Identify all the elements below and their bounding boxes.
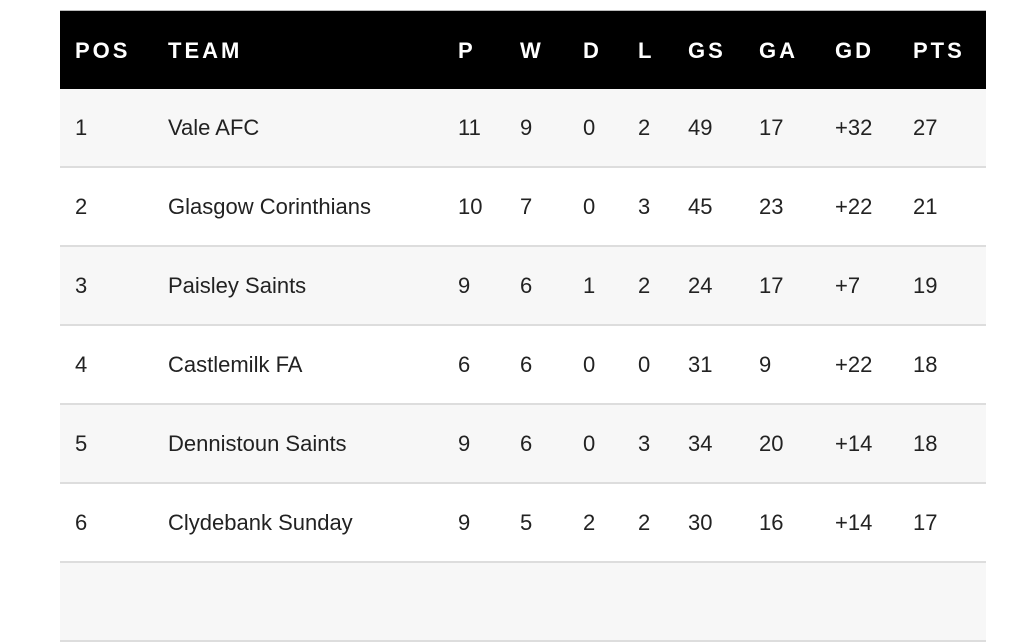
cell-w: 6 bbox=[520, 352, 533, 377]
cell-gd: +14 bbox=[835, 431, 873, 456]
table-body: 1 Vale AFC 11 9 0 2 49 17 +32 27 2 Glasgow Corinthi… bbox=[60, 89, 986, 563]
cell-gd: +14 bbox=[835, 510, 873, 535]
cell-ga: 20 bbox=[759, 431, 784, 456]
cell-d: 0 bbox=[583, 431, 596, 456]
table-row-partial bbox=[60, 563, 986, 642]
cell-w: 5 bbox=[520, 510, 533, 535]
cell-gs: 49 bbox=[688, 115, 713, 140]
cell-w: 6 bbox=[520, 273, 533, 298]
cell-l: 2 bbox=[638, 273, 651, 298]
cell-team: Clydebank Sunday bbox=[168, 510, 353, 535]
cell-team: Glasgow Corinthians bbox=[168, 194, 371, 219]
cell-gd: +7 bbox=[835, 273, 861, 298]
cell-l: 2 bbox=[638, 115, 651, 140]
cell-gd: +32 bbox=[835, 115, 873, 140]
cell-d: 2 bbox=[583, 510, 596, 535]
cell-p: 10 bbox=[458, 194, 483, 219]
column-header-ga: GA bbox=[759, 38, 798, 63]
cell-pos: 5 bbox=[75, 431, 88, 456]
cell-pos: 2 bbox=[75, 194, 88, 219]
cell-gs: 30 bbox=[688, 510, 713, 535]
cell-ga: 16 bbox=[759, 510, 784, 535]
column-header-p: P bbox=[458, 38, 476, 63]
table-header: POS TEAM P W D L GS GA GD PTS bbox=[60, 10, 986, 89]
table-row: 5 Dennistoun Saints 9 6 0 3 34 20 +14 18 bbox=[60, 405, 986, 484]
cell-team: Vale AFC bbox=[168, 115, 260, 140]
column-header-pts: PTS bbox=[913, 38, 965, 63]
cell-l: 3 bbox=[638, 194, 651, 219]
cell-l: 0 bbox=[638, 352, 651, 377]
cell-d: 1 bbox=[583, 273, 596, 298]
column-header-l: L bbox=[638, 38, 655, 63]
cell-team: Dennistoun Saints bbox=[168, 431, 347, 456]
table-row: 6 Clydebank Sunday 9 5 2 2 30 16 +14 17 bbox=[60, 484, 986, 563]
cell-l: 3 bbox=[638, 431, 651, 456]
cell-team: Castlemilk FA bbox=[168, 352, 303, 377]
cell-gs: 34 bbox=[688, 431, 713, 456]
cell-gd: +22 bbox=[835, 352, 873, 377]
table-row: 3 Paisley Saints 9 6 1 2 24 17 +7 19 bbox=[60, 247, 986, 326]
cell-p: 9 bbox=[458, 431, 471, 456]
column-header-d: D bbox=[583, 38, 602, 63]
cell-gs: 24 bbox=[688, 273, 713, 298]
column-header-w: W bbox=[520, 38, 544, 63]
cell-d: 0 bbox=[583, 115, 596, 140]
cell-ga: 17 bbox=[759, 115, 784, 140]
league-table: POS TEAM P W D L GS GA GD PTS 1 Vale AFC 11 9 0 2 49 17 +… bbox=[60, 10, 986, 642]
cell-p: 11 bbox=[458, 115, 481, 140]
cell-d: 0 bbox=[583, 352, 596, 377]
cell-w: 6 bbox=[520, 431, 533, 456]
cell-ga: 23 bbox=[759, 194, 784, 219]
cell-pos: 3 bbox=[75, 273, 88, 298]
column-header-team: TEAM bbox=[168, 38, 243, 63]
cell-l: 2 bbox=[638, 510, 651, 535]
cell-gs: 45 bbox=[688, 194, 713, 219]
table-row: 1 Vale AFC 11 9 0 2 49 17 +32 27 bbox=[60, 89, 986, 168]
cell-w: 9 bbox=[520, 115, 533, 140]
column-header-gs: GS bbox=[688, 38, 726, 63]
cell-ga: 9 bbox=[759, 352, 772, 377]
cell-p: 9 bbox=[458, 510, 471, 535]
cell-team: Paisley Saints bbox=[168, 273, 307, 298]
cell-pos: 6 bbox=[75, 510, 88, 535]
cell-pts: 19 bbox=[913, 273, 938, 298]
cell-ga: 17 bbox=[759, 273, 784, 298]
table-row: 4 Castlemilk FA 6 6 0 0 31 9 +22 18 bbox=[60, 326, 986, 405]
column-header-pos: POS bbox=[75, 38, 131, 63]
table-row: 2 Glasgow Corinthians 10 7 0 3 45 23 +22 21 bbox=[60, 168, 986, 247]
cell-d: 0 bbox=[583, 194, 596, 219]
cell-gs: 31 bbox=[688, 352, 713, 377]
cell-p: 9 bbox=[458, 273, 471, 298]
cell-pos: 1 bbox=[75, 115, 88, 140]
cell-pts: 18 bbox=[913, 431, 938, 456]
cell-p: 6 bbox=[458, 352, 471, 377]
cell-gd: +22 bbox=[835, 194, 873, 219]
column-header-gd: GD bbox=[835, 38, 874, 63]
cell-pts: 21 bbox=[913, 194, 938, 219]
cell-w: 7 bbox=[520, 194, 533, 219]
cell-pos: 4 bbox=[75, 352, 88, 377]
cell-pts: 27 bbox=[913, 115, 938, 140]
cell-pts: 17 bbox=[913, 510, 938, 535]
cell-pts: 18 bbox=[913, 352, 938, 377]
